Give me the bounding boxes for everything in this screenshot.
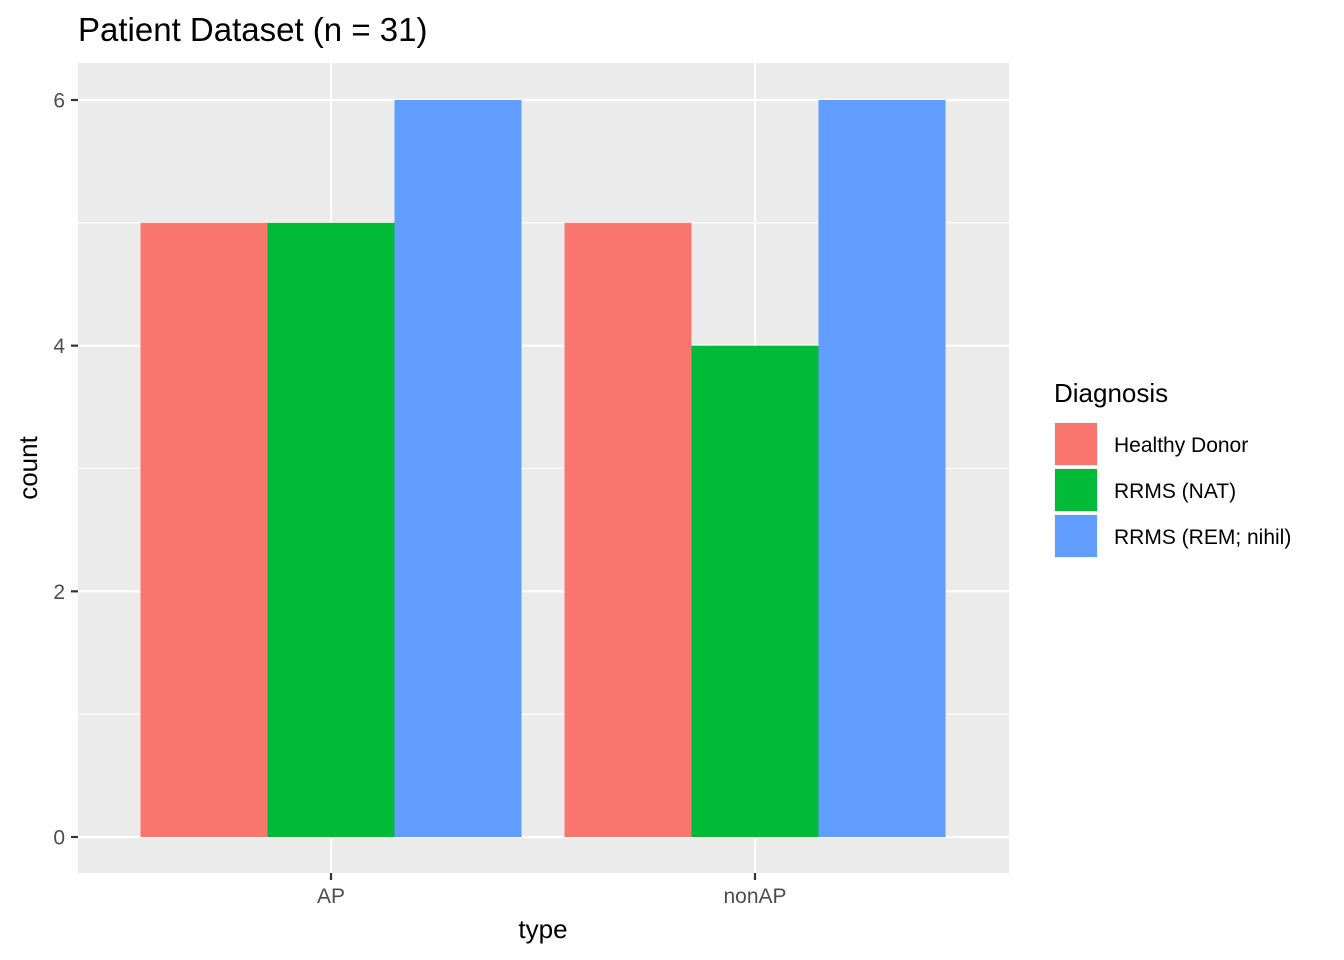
bar-nonAP-healthy-donor	[564, 222, 692, 838]
legend-label: Healthy Donor	[1114, 434, 1248, 457]
bar-AP-rrms-rem-nihil	[394, 100, 522, 837]
y-tick-label: 6	[53, 90, 65, 113]
x-tick-label: nonAP	[723, 885, 786, 908]
bar-AP-rrms-nat	[267, 222, 395, 838]
x-tick-label: AP	[317, 885, 345, 908]
legend-title: Diagnosis	[1054, 378, 1168, 408]
legend-label: RRMS (NAT)	[1114, 480, 1236, 503]
legend-swatch	[1055, 423, 1097, 465]
y-tick-label: 4	[53, 335, 65, 358]
x-axis: AP nonAP	[317, 873, 787, 908]
bars	[140, 100, 946, 838]
legend-swatch	[1055, 515, 1097, 557]
y-tick-label: 0	[53, 827, 65, 850]
chart-title: Patient Dataset (n = 31)	[78, 11, 427, 48]
y-axis-title: count	[13, 435, 43, 499]
bar-nonAP-rrms-rem-nihil	[818, 100, 946, 837]
y-tick-label: 2	[53, 581, 65, 604]
legend: Diagnosis Healthy Donor RRMS (NAT) RRMS (R…	[1054, 378, 1291, 558]
legend-label: RRMS (REM; nihil)	[1114, 526, 1291, 549]
y-axis: 0 2 4 6	[53, 90, 78, 850]
x-axis-title: type	[518, 914, 567, 944]
legend-swatch	[1055, 469, 1097, 511]
bar-nonAP-rrms-nat	[691, 345, 819, 837]
bar-AP-healthy-donor	[140, 222, 268, 838]
